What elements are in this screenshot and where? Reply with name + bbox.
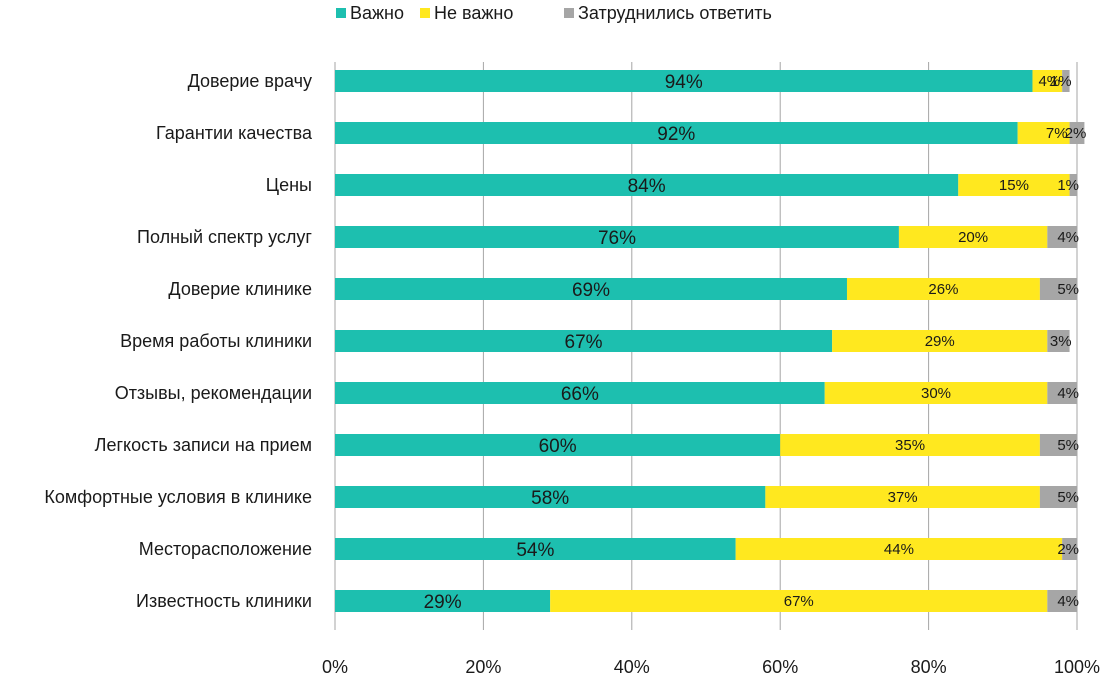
bar-segment-10-0 [335,590,551,612]
data-label-8-1: 37% [888,489,918,506]
bar-segment-6-0 [335,382,825,404]
data-label-10-0: 29% [424,592,462,613]
category-label-5: Время работы клиники [120,331,312,351]
data-label-5-0: 67% [565,332,603,353]
x-tick-label-5: 100% [1054,657,1100,677]
data-label-2-0: 84% [628,176,666,197]
data-label-9-1: 44% [884,541,914,558]
data-label-1-1: 7% [1046,125,1068,142]
bar-segment-9-1 [735,538,1063,560]
x-tick-label-3: 60% [762,657,798,677]
data-label-8-2: 5% [1057,489,1079,506]
bar-segment-1-1 [1017,122,1070,144]
data-label-9-0: 54% [516,540,554,561]
legend: Важно Не важно Затруднились ответить [336,3,772,23]
category-label-8: Комфортные условия в клинике [44,487,312,507]
bar-segment-3-2 [1047,226,1077,248]
data-label-3-2: 4% [1057,229,1079,246]
bar-segment-7-1 [780,434,1040,456]
data-label-0-1: 4% [1038,73,1060,90]
legend-label-1: Не важно [434,3,513,23]
data-label-6-2: 4% [1057,385,1079,402]
data-label-10-2: 4% [1057,593,1079,610]
category-label-1: Гарантии качества [156,123,313,143]
data-label-0-2: 1% [1050,73,1072,90]
bar-segment-8-2 [1039,486,1077,508]
legend-label-0: Важно [350,3,404,23]
bar-segment-0-1 [1032,70,1063,92]
legend-swatch-2 [564,8,574,18]
category-label-6: Отзывы, рекомендации [115,383,312,403]
bar-segment-0-2 [1062,70,1070,92]
legend-swatch-1 [420,8,430,18]
data-label-2-1: 15% [999,177,1029,194]
bar-segment-1-0 [335,122,1018,144]
data-label-9-2: 2% [1057,541,1079,558]
category-labels: Доверие врачу Гарантии качества Цены Полный… [44,71,313,611]
bar-segment-7-2 [1039,434,1077,456]
x-axis-ticks: 0% 20% 40% 60% 80% 100% [322,657,1100,677]
x-tick-label-2: 40% [614,657,650,677]
x-tick-label-0: 0% [322,657,348,677]
data-label-3-1: 20% [958,229,988,246]
data-label-7-2: 5% [1057,437,1079,454]
bar-segment-9-2 [1062,538,1077,560]
data-label-5-2: 3% [1050,333,1072,350]
category-label-2: Цены [266,175,312,195]
bar-segment-4-0 [335,278,847,300]
bar-segment-10-2 [1047,590,1077,612]
bar-segment-8-1 [765,486,1040,508]
data-label-7-1: 35% [895,437,925,454]
data-label-1-0: 92% [657,124,695,145]
category-label-9: Месторасположение [139,539,312,559]
category-label-3: Полный спектр услуг [137,227,312,247]
data-label-1-2: 2% [1065,125,1087,142]
bar-segment-8-0 [335,486,766,508]
data-label-10-1: 67% [784,593,814,610]
data-label-8-0: 58% [531,488,569,509]
category-label-0: Доверие врачу [188,71,312,91]
data-label-2-2: 1% [1057,177,1079,194]
x-tick-label-1: 20% [465,657,501,677]
bar-segment-4-2 [1039,278,1077,300]
data-label-5-1: 29% [925,333,955,350]
data-label-3-0: 76% [598,228,636,249]
category-label-10: Известность клиники [136,591,312,611]
data-label-4-1: 26% [928,281,958,298]
bar-segment-0-0 [335,70,1033,92]
data-label-6-1: 30% [921,385,951,402]
bars: 94% 4%1%92% 7%2%84% 15% 1%76% 20% 4%69% 26% 5%67… [335,70,1086,613]
bar-segment-9-0 [335,538,736,560]
data-label-4-2: 5% [1057,281,1079,298]
data-label-7-0: 60% [539,436,577,457]
bar-segment-3-1 [898,226,1048,248]
bar-segment-5-1 [832,330,1048,352]
bar-segment-6-2 [1047,382,1077,404]
bar-segment-10-1 [550,590,1048,612]
x-tick-label-4: 80% [911,657,947,677]
bar-segment-1-2 [1069,122,1085,144]
bar-segment-2-0 [335,174,959,196]
data-label-0-0: 94% [665,72,703,93]
category-label-4: Доверие клинике [168,279,312,299]
bar-segment-5-0 [335,330,833,352]
bar-segment-5-2 [1047,330,1070,352]
bar-segment-2-1 [958,174,1070,196]
data-label-6-0: 66% [561,384,599,405]
data-label-4-0: 69% [572,280,610,301]
legend-swatch-0 [336,8,346,18]
category-label-7: Легкость записи на прием [95,435,312,455]
bar-segment-2-2 [1069,174,1077,196]
bar-segment-7-0 [335,434,781,456]
bar-segment-6-1 [824,382,1048,404]
bar-segment-4-1 [846,278,1040,300]
legend-label-2: Затруднились ответить [578,3,772,23]
bar-segment-3-0 [335,226,899,248]
